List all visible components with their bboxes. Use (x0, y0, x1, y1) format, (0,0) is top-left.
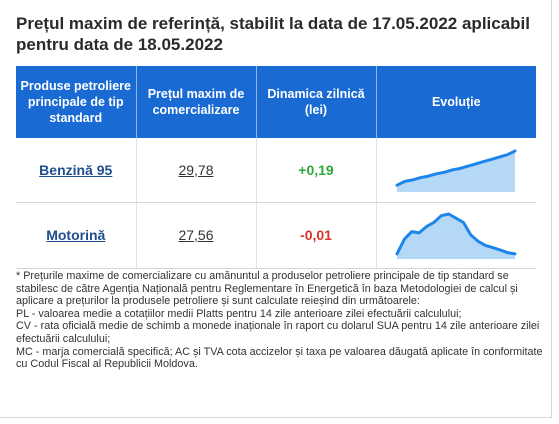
price-cell: 27,56 (136, 202, 257, 269)
price-cell: 29,78 (136, 138, 257, 203)
table-row: Motorină 27,56 -0,01 (16, 202, 536, 269)
sparkline-line (395, 212, 517, 256)
header-evolution: Evoluție (376, 66, 536, 138)
price-card: Prețul maxim de referință, stabilit la d… (0, 0, 552, 418)
footnote-pl: PL - valoarea medie a cotațiilor medii P… (16, 307, 462, 320)
product-link-benzina-95[interactable]: Benzină 95 (39, 161, 113, 178)
header-daily-change: Dinamica zilnică (lei) (256, 66, 377, 138)
change-cell: -0,01 (256, 202, 377, 269)
header-max-price: Prețul maxim de comercializare (136, 66, 257, 138)
sparkline-benzina-95 (395, 149, 517, 192)
product-link-motorina[interactable]: Motorină (46, 227, 106, 243)
evolution-cell (376, 138, 536, 203)
header-product: Produse petroliere principale de tip sta… (16, 66, 137, 138)
daily-change-motorina: -0,01 (300, 227, 332, 243)
evolution-cell (376, 202, 536, 269)
price-table: Produse petroliere principale de tip sta… (16, 66, 536, 269)
footnote-mc: MC - marja comercială specifică; AC și T… (16, 345, 543, 371)
page-title: Prețul maxim de referință, stabilit la d… (16, 14, 531, 54)
table-header-row: Produse petroliere principale de tip sta… (16, 66, 536, 138)
footnote-cv: CV - rata oficială medie de schimb a mon… (16, 320, 540, 345)
table-row: Benzină 95 29,78 +0,19 (16, 138, 536, 203)
price-link-motorina[interactable]: 27,56 (178, 227, 214, 243)
footnotes: * Prețurile maxime de comercializare cu … (16, 270, 544, 371)
product-cell: Motorină (16, 202, 137, 269)
daily-change-benzina-95: +0,19 (298, 161, 334, 178)
sparkline-area (397, 214, 516, 259)
price-link-benzina-95[interactable]: 29,78 (178, 161, 214, 178)
sparkline-line (395, 149, 517, 187)
change-cell: +0,19 (256, 138, 377, 203)
product-cell: Benzină 95 (16, 138, 137, 203)
sparkline-motorina (395, 212, 517, 259)
footnote-methodology: * Prețurile maxime de comercializare cu … (16, 270, 518, 308)
